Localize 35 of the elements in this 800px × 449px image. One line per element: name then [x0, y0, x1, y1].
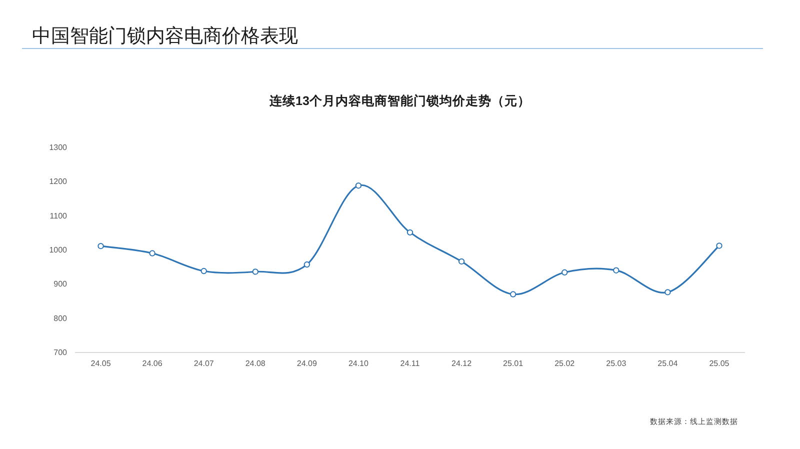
chart-title: 中国智能门锁内容电商价格表现 — [32, 25, 298, 47]
x-tick-label: 24.12 — [452, 359, 472, 368]
point — [98, 242, 104, 250]
y-tick-label: 700 — [54, 348, 68, 357]
point — [406, 229, 414, 236]
point — [149, 250, 156, 256]
x-tick-label: 25.04 — [658, 359, 678, 368]
x-tick-label: 25.05 — [709, 359, 730, 368]
point — [510, 291, 516, 298]
y-tick-label: 800 — [54, 314, 68, 323]
point — [458, 258, 465, 265]
y-tick-label: 900 — [54, 280, 68, 289]
x-tick-label: 24.07 — [194, 359, 214, 368]
point — [716, 242, 722, 249]
point — [304, 261, 310, 268]
y-tick-label: 1300 — [49, 143, 68, 152]
x-tick-label: 24.08 — [245, 359, 266, 368]
point — [200, 268, 207, 274]
x-tick-label: 24.10 — [348, 359, 370, 368]
x-tick-label: 25.02 — [554, 359, 576, 368]
y-tick-label: 1100 — [50, 211, 68, 220]
point — [562, 269, 568, 276]
x-tick-label: 24.06 — [142, 359, 163, 368]
x-tick-label: 25.03 — [606, 359, 627, 368]
chart-subtitle: 连续13个月内容电商智能门锁均价走势（元） — [268, 93, 530, 108]
point — [664, 289, 671, 296]
point — [355, 182, 362, 189]
x-tick-label: 24.09 — [296, 359, 318, 368]
point — [613, 267, 620, 274]
x-tick-label: 24.05 — [90, 359, 112, 368]
point — [252, 268, 258, 275]
x-tick-label: 24.11 — [400, 359, 420, 368]
x-tick-label: 25.01 — [503, 359, 524, 368]
y-tick-label: 1200 — [49, 177, 68, 186]
y-tick-label: 1000 — [49, 246, 68, 254]
